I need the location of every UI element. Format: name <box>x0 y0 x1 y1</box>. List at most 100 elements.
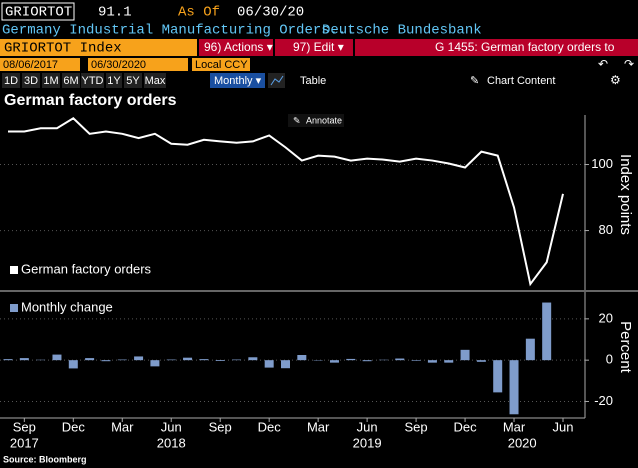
period-label[interactable]: 6M <box>63 75 78 87</box>
period-label[interactable]: YTD <box>82 75 104 87</box>
legend-swatch <box>10 304 18 312</box>
bar <box>199 359 209 361</box>
as-of-label: As Of <box>178 5 220 21</box>
legend-label: German factory orders <box>21 261 152 276</box>
bar <box>166 359 176 361</box>
x-tick-label: Dec <box>258 419 282 434</box>
y-tick-label: 100 <box>591 156 613 171</box>
bar <box>134 356 144 361</box>
x-tick-label: Sep <box>405 419 428 434</box>
bar <box>297 355 307 361</box>
bar <box>444 360 454 363</box>
period-label[interactable]: 1M <box>43 75 58 87</box>
undo-icon[interactable]: ↶ <box>598 57 608 71</box>
period-button[interactable] <box>144 73 166 88</box>
x-tick-label: Mar <box>307 419 330 434</box>
x-group-label: 2019 <box>353 435 382 450</box>
y-axis-label: Percent <box>617 321 634 374</box>
period-label[interactable]: 1D <box>4 75 18 87</box>
ticker-box <box>1 2 75 21</box>
y-tick-label: 0 <box>606 352 613 367</box>
bar <box>117 359 127 361</box>
bar <box>509 360 519 415</box>
x-tick-label: Jun <box>161 419 182 434</box>
bar <box>411 360 421 361</box>
period-label[interactable]: Max <box>145 75 166 87</box>
source-name: Deutsche Bundesbank <box>322 23 482 39</box>
period-label[interactable]: 3D <box>24 75 38 87</box>
bar <box>542 302 552 361</box>
currency[interactable]: Local CCY <box>195 59 248 71</box>
legend-swatch <box>10 266 18 274</box>
bar <box>248 357 258 361</box>
chart-ref[interactable]: G 1455: German factory orders to <box>435 40 615 54</box>
footer: Source: Bloomberg <box>3 454 87 464</box>
security-box[interactable] <box>0 39 197 56</box>
x-tick-label: Mar <box>111 419 134 434</box>
period-button[interactable] <box>2 73 20 88</box>
bar <box>3 359 13 361</box>
chart-content[interactable]: Chart Content <box>487 75 555 87</box>
bar <box>329 360 339 363</box>
frequency[interactable]: Monthly ▾ <box>214 75 262 87</box>
bar <box>427 360 437 363</box>
x-group-label: 2017 <box>10 435 39 450</box>
table-button[interactable]: Table <box>300 75 326 87</box>
annotate-box[interactable] <box>288 114 344 127</box>
annotate[interactable]: Annotate <box>306 115 342 125</box>
bar <box>395 358 405 361</box>
period-button[interactable] <box>124 73 142 88</box>
frequency-box[interactable] <box>210 73 265 88</box>
y-tick-label: 20 <box>599 310 613 325</box>
start-date[interactable]: 08/06/2017 <box>3 59 58 71</box>
bar <box>362 360 372 362</box>
edit[interactable]: 97) Edit ▾ <box>293 40 344 54</box>
period-button[interactable] <box>81 73 104 88</box>
x-group-label: 2020 <box>508 435 537 450</box>
x-tick-label: Sep <box>13 419 36 434</box>
y-tick-label: 80 <box>599 222 613 237</box>
bar <box>215 360 225 361</box>
period-button[interactable] <box>106 73 122 88</box>
bar <box>68 360 78 369</box>
period-button[interactable] <box>42 73 60 88</box>
period-label[interactable]: 1Y <box>107 75 121 87</box>
bar <box>525 338 535 361</box>
ticker: GRIORTOT <box>5 5 72 21</box>
chart-content-icon[interactable]: ✎ <box>470 75 479 87</box>
x-tick-label: Jun <box>553 419 574 434</box>
currency-box[interactable] <box>192 58 250 71</box>
x-group-label: 2018 <box>157 435 186 450</box>
y-axis-label: Index points <box>617 154 634 235</box>
line-icon <box>270 75 284 86</box>
bar <box>52 354 62 361</box>
actions-button[interactable] <box>199 39 273 56</box>
x-tick-label: Sep <box>209 419 232 434</box>
period-button[interactable] <box>62 73 80 88</box>
x-tick-label: Jun <box>357 419 378 434</box>
end-date-box[interactable] <box>88 58 188 71</box>
description: Germany Industrial Manufacturing Orders.… <box>2 23 355 39</box>
x-tick-label: Mar <box>503 419 526 434</box>
settings-icon[interactable]: ⚙ <box>610 73 621 87</box>
end-date[interactable]: 06/30/2020 <box>91 59 146 71</box>
bar <box>85 358 95 361</box>
bar <box>493 360 503 393</box>
legend-label: Monthly change <box>21 299 113 314</box>
actions[interactable]: 96) Actions ▾ <box>204 40 273 54</box>
bar <box>281 360 290 369</box>
chart-ref-box[interactable] <box>355 39 638 56</box>
start-date-box[interactable] <box>0 58 80 71</box>
period-button[interactable] <box>22 73 40 88</box>
redo-icon[interactable]: ↷ <box>624 57 634 71</box>
bar <box>264 360 274 368</box>
bar <box>346 358 356 361</box>
period-label[interactable]: 5Y <box>126 75 140 87</box>
annotate-icon[interactable]: ✎ <box>293 115 301 125</box>
edit-button[interactable] <box>275 39 353 56</box>
security[interactable]: GRIORTOT Index <box>4 41 122 57</box>
x-tick-label: Dec <box>62 419 86 434</box>
bar <box>101 360 111 362</box>
page-title: German factory orders <box>4 92 177 109</box>
